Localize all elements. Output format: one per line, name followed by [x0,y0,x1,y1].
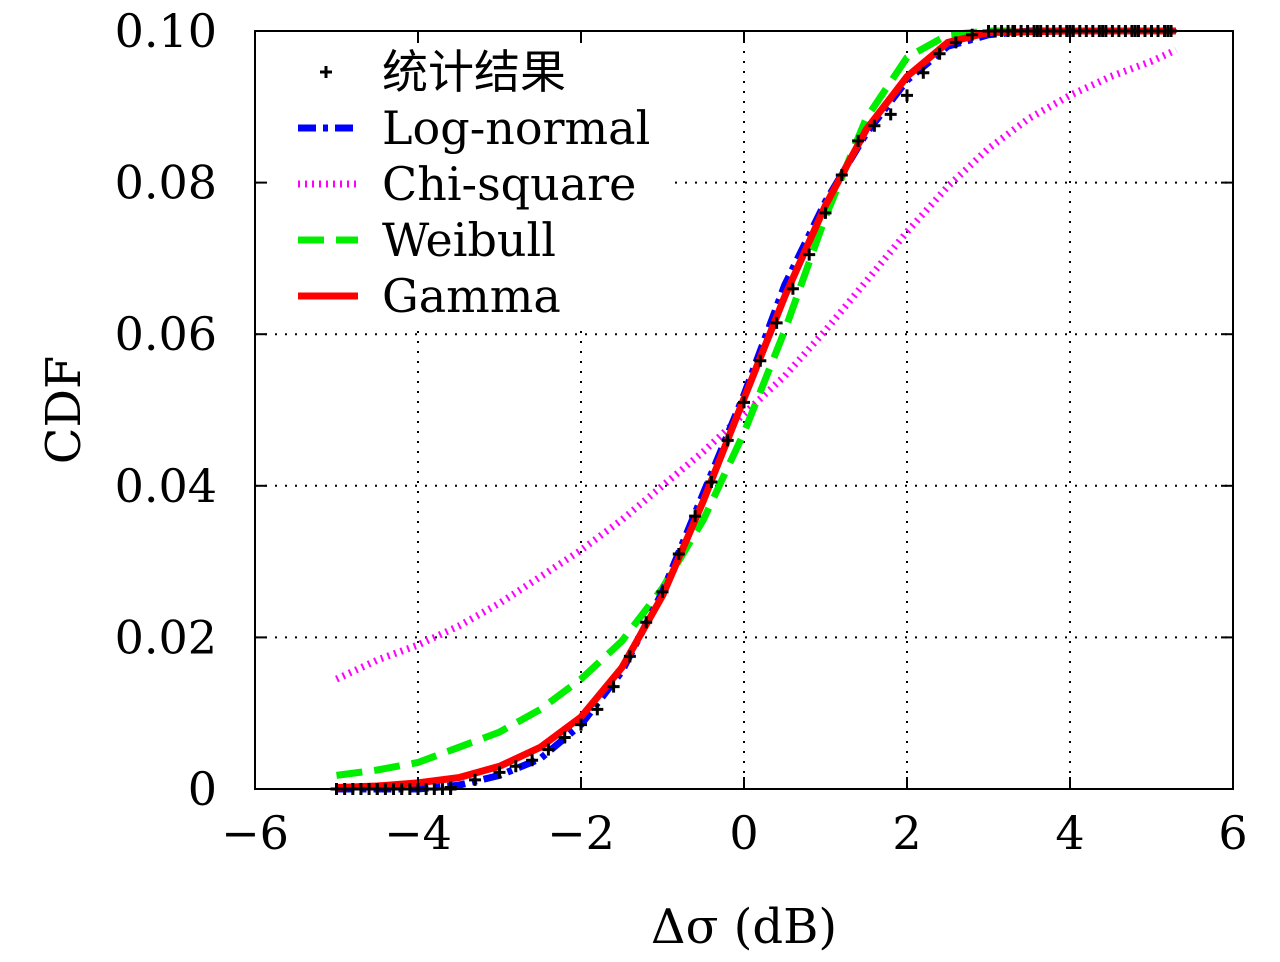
x-tick-label: 0 [729,806,758,860]
data-point [949,36,962,49]
x-tick-label: 2 [892,806,921,860]
series-gamma-line [336,27,1176,791]
data-point [884,108,897,121]
data-point [607,680,620,693]
legend-label: Chi-square [382,157,636,211]
series-layer [330,25,1178,795]
data-point [640,616,653,629]
data-point [852,134,865,147]
data-point [786,282,799,295]
data-point [493,766,506,779]
legend-item: Gamma [298,269,561,323]
data-point [770,316,783,329]
x-tick-label: 6 [1218,806,1247,860]
data-point [623,650,636,663]
series-line [335,46,1178,683]
legend-label: Log-normal [382,101,650,155]
data-point [509,760,522,773]
grid [255,31,1233,789]
series-weibull-line [336,27,1176,779]
data-point [754,354,767,367]
series-line [336,27,1176,779]
legend-background [262,38,672,330]
x-tick-label: 4 [1055,806,1084,860]
data-point [469,773,482,786]
data-point [901,89,913,102]
data-point [917,66,930,79]
legend-item: Log-normal [298,101,650,155]
legend-label: Gamma [382,269,561,323]
y-tick-label: 0.08 [115,156,217,210]
x-axis-label: Δσ (dB) [651,899,837,955]
data-point [591,703,604,716]
data-point [575,718,587,731]
legend-label: 统计结果 [382,45,566,99]
x-tick-label: −6 [221,806,289,860]
x-tick-label: −2 [547,806,615,860]
legend-label: Weibull [382,213,556,267]
legend-item: 统计结果 [320,45,566,99]
ticks: −6 −4 −2 0 2 4 6 0 0.02 0.04 0.06 0.08 0.10 [115,4,1248,860]
data-point [656,585,669,598]
legend-item: Weibull [298,213,556,267]
data-point [738,396,750,409]
y-tick-label: 0.04 [115,459,217,513]
x-tick-label: −4 [384,806,452,860]
data-point [819,206,832,219]
y-tick-label: 0 [188,762,217,816]
legend-marker [320,66,332,78]
data-point [705,476,718,489]
data-point [558,731,571,744]
y-tick-label: 0.02 [115,610,217,664]
series-chi-square-line [335,46,1178,683]
data-point [868,119,881,132]
data-point [526,754,539,767]
legend-item: Chi-square [298,157,636,211]
data-point [689,510,702,523]
data-point [721,434,734,447]
y-tick-label: 0.10 [115,4,217,58]
data-point [803,248,816,261]
data-point [933,47,946,60]
series-line [336,27,1176,791]
data-point [835,169,848,182]
y-tick-label: 0.06 [115,307,217,361]
y-axis-label: CDF [36,356,92,465]
data-point [542,743,555,756]
data-point [672,548,685,561]
